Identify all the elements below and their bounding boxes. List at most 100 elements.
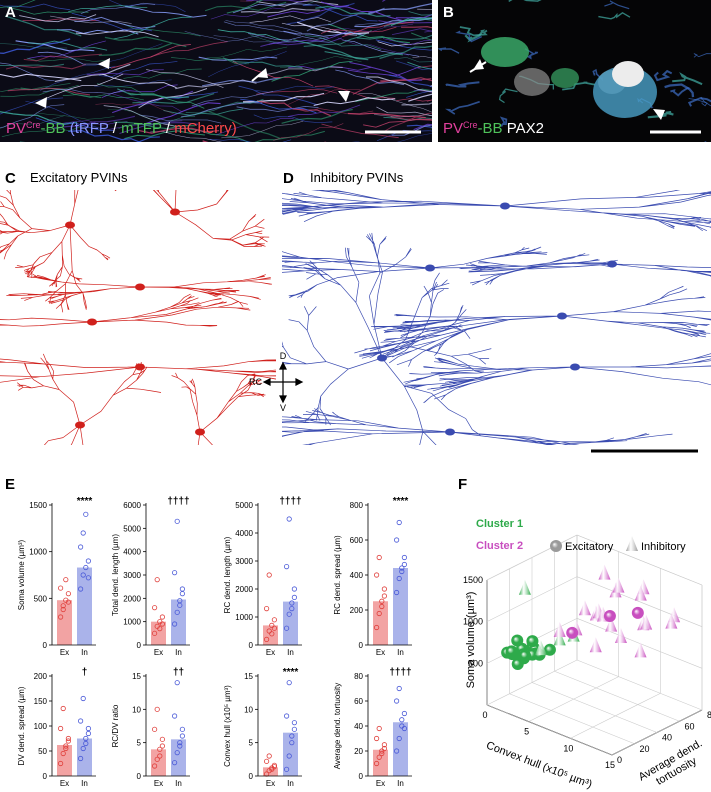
fiber [604, 0, 630, 10]
dendrite-tracing [282, 246, 620, 299]
data-point [177, 740, 183, 746]
fiber [240, 0, 255, 2]
caption-part: / [109, 120, 122, 137]
y-tick-label: 100 [34, 722, 48, 731]
fiber [314, 85, 396, 99]
cone-marker [553, 630, 566, 646]
data-point [174, 609, 180, 615]
x-tick-label: 0 [482, 710, 487, 720]
fiber [0, 104, 65, 128]
y-axis-label: DV dend. spread (µm) [17, 686, 26, 765]
y-axis-label: Convex hull (x10⁵ µm³) [223, 685, 232, 767]
soma [377, 354, 387, 362]
fiber [118, 116, 196, 129]
data-point [393, 748, 400, 754]
fiber [378, 20, 432, 24]
fiber [408, 11, 432, 16]
fiber [391, 124, 432, 136]
data-point [57, 760, 64, 767]
x-tick-label: In [175, 779, 182, 788]
fiber [1, 125, 83, 138]
fiber [0, 73, 82, 82]
legend-label: Excitatory [565, 541, 614, 553]
cone-marker [640, 614, 653, 630]
z-axis-label: Soma volume (µm³) [465, 592, 477, 689]
fiber [428, 145, 510, 150]
data-point [65, 599, 72, 605]
data-point [80, 745, 86, 752]
fiber [163, 108, 244, 116]
data-point [286, 680, 292, 686]
annotation: †† [173, 667, 184, 678]
x-tick-label: In [81, 779, 88, 788]
cone-marker [534, 640, 547, 656]
caption-part: PV [6, 120, 26, 137]
arrowhead [295, 378, 304, 386]
fibers-b [438, 0, 711, 142]
data-point [396, 519, 402, 526]
soma [570, 363, 580, 371]
dendrite-tracing [282, 190, 711, 232]
fiber [4, 15, 82, 37]
data-point [172, 570, 178, 576]
fiber [411, 32, 432, 41]
fiber [313, 97, 396, 107]
micrograph-a [0, 0, 432, 142]
fiber [0, 3, 71, 11]
data-point [289, 733, 295, 739]
fiber [86, 69, 164, 76]
fiber [249, 15, 332, 23]
data-point [83, 564, 89, 571]
fiber [191, 91, 274, 107]
fiber [267, 4, 350, 18]
fiber [0, 38, 71, 54]
inhibitory-tracings [282, 190, 711, 445]
fiber [562, 81, 596, 91]
data-point [393, 589, 400, 596]
dendrite-tracing [403, 353, 711, 404]
caption-part: (tRFP [66, 120, 109, 137]
dendrite-tracing [0, 358, 276, 383]
data-point [65, 738, 72, 744]
caption-part: -BB [41, 120, 66, 137]
y-tick-label: 0 [249, 772, 254, 781]
y-tick-label: 2000 [235, 585, 253, 594]
soma [75, 421, 85, 429]
data-point [373, 735, 380, 742]
sphere-marker [631, 606, 644, 619]
fiber [171, 57, 250, 65]
fiber [268, 30, 348, 45]
fiber [335, 69, 405, 86]
sphere-marker [511, 634, 524, 647]
data-point [179, 733, 185, 739]
y-axis-label: Total dend. length (µm) [111, 534, 120, 616]
fiber [388, 74, 432, 88]
fiber [373, 114, 432, 118]
data-point [266, 753, 272, 759]
fiber [356, 34, 432, 40]
fiber [37, 51, 111, 68]
data-point [83, 511, 89, 517]
data-point [381, 745, 387, 752]
y-tick-label: 600 [350, 536, 364, 545]
fiber [0, 0, 36, 8]
fiber [315, 5, 391, 17]
fiber [413, 123, 432, 131]
annotation: **** [77, 496, 93, 507]
fiber [0, 63, 64, 68]
fiber [354, 17, 432, 28]
arrowhead [35, 97, 47, 108]
data-point [376, 554, 382, 561]
fiber [217, 29, 290, 43]
compass-label: RC [249, 377, 262, 387]
dendrite-tracing [6, 273, 273, 307]
fiber [232, 3, 313, 14]
fiber [35, 117, 115, 131]
fiber [124, 6, 207, 18]
fiber [417, 65, 432, 69]
arrows [35, 58, 665, 120]
panel-label: D [283, 170, 294, 187]
data-point [381, 586, 387, 592]
fiber [379, 133, 432, 142]
x-tick-label: Ex [154, 779, 163, 788]
